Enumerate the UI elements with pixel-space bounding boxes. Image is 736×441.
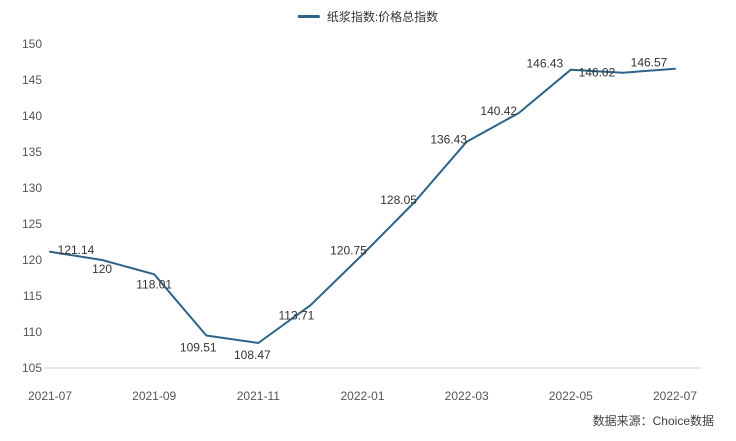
data-point-label: 128.05	[380, 193, 417, 207]
x-axis-tick-label: 2022-03	[445, 389, 489, 403]
y-axis-tick-label: 115	[23, 289, 42, 303]
series-line-pulp-index	[49, 67, 676, 344]
data-point-label: 121.14	[58, 243, 95, 257]
data-point-label: 120	[92, 262, 112, 276]
y-axis-tick-label: 145	[22, 73, 42, 87]
data-source-label: 数据来源：Choice数据	[592, 414, 714, 428]
legend-item[interactable]: 纸浆指数:价格总指数	[297, 8, 439, 25]
x-axis-tick-label: 2021-09	[132, 389, 176, 403]
y-axis-tick-label: 105	[22, 361, 42, 375]
y-axis-tick-label: 140	[22, 109, 42, 123]
data-point-label: 108.47	[234, 348, 271, 362]
x-axis-tick-label: 2021-07	[28, 389, 72, 403]
y-axis-tick-label: 150	[22, 37, 42, 51]
y-axis-tick-label: 120	[22, 253, 42, 267]
data-point-label: 136.43	[430, 133, 467, 147]
x-axis-tick-label: 2022-05	[549, 389, 593, 403]
y-axis-tick-label: 110	[23, 325, 42, 339]
x-axis-tick-label: 2022-01	[340, 389, 384, 403]
data-point-label: 146.43	[526, 57, 563, 71]
data-point-label: 140.42	[480, 104, 517, 118]
y-axis-tick-label: 130	[22, 181, 42, 195]
x-axis-tick-label: 2022-07	[653, 389, 697, 403]
y-axis-tick-label: 125	[22, 217, 42, 231]
data-point-label: 146.02	[579, 66, 616, 80]
legend-line-marker	[297, 15, 320, 18]
data-point-label: 120.75	[330, 244, 367, 258]
x-axis-tick-label: 2021-11	[237, 389, 280, 403]
data-point-label: 118.01	[136, 277, 172, 291]
data-point-label: 113.71	[279, 308, 315, 322]
data-point-label: 146.57	[631, 56, 668, 70]
legend-label: 纸浆指数:价格总指数	[326, 10, 439, 24]
data-point-label: 109.51	[180, 341, 217, 355]
y-axis-tick-label: 135	[22, 145, 42, 159]
